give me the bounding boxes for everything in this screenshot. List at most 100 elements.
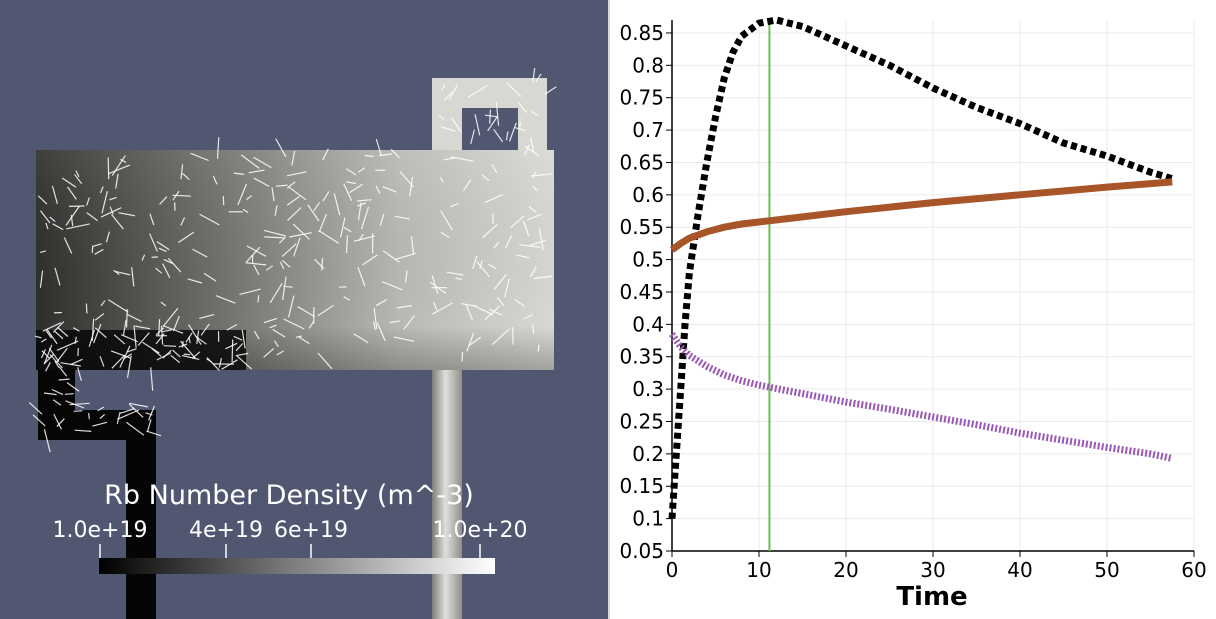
velocity-arrow <box>313 202 320 212</box>
velocity-arrow <box>231 339 234 363</box>
velocity-arrow <box>77 367 82 382</box>
velocity-arrow <box>94 313 105 321</box>
velocity-arrow <box>156 241 170 251</box>
velocity-arrow <box>63 237 73 254</box>
velocity-arrow <box>122 319 127 336</box>
velocity-arrow <box>242 208 249 214</box>
velocity-arrow <box>530 110 539 116</box>
velocity-arrow <box>187 278 203 284</box>
velocity-arrow <box>291 150 296 166</box>
x-axis-label: Time <box>896 582 967 612</box>
velocity-arrow <box>389 320 400 324</box>
line-chart-view[interactable]: 0.05 0.1 0.15 0.2 0.25 0.3 0.35 0.4 0.45 0.5 0.55 0… <box>610 0 1216 619</box>
velocity-arrow <box>150 367 154 391</box>
chart-series <box>668 16 1174 551</box>
y-tick-label: 0.65 <box>619 150 664 174</box>
velocity-arrow <box>162 307 179 327</box>
velocity-arrow <box>506 82 522 97</box>
velocity-arrow <box>113 334 126 345</box>
velocity-arrow <box>523 314 533 320</box>
velocity-arrow <box>484 193 504 203</box>
velocity-arrow <box>472 255 478 270</box>
velocity-arrow <box>396 305 412 309</box>
velocity-arrow <box>279 261 285 270</box>
velocity-arrow <box>353 235 375 242</box>
velocity-arrow <box>524 145 540 157</box>
velocity-arrow <box>357 167 366 173</box>
y-tick-label: 0.25 <box>619 409 664 433</box>
velocity-arrow <box>264 236 284 239</box>
velocity-arrow <box>206 357 220 372</box>
velocity-arrow <box>126 313 142 323</box>
velocity-arrow <box>292 223 310 240</box>
velocity-arrow <box>149 233 158 252</box>
velocity-arrow <box>131 267 135 287</box>
velocity-arrow <box>86 197 90 206</box>
velocity-arrow <box>281 243 297 258</box>
velocity-arrow <box>333 193 341 216</box>
velocity-arrow <box>185 332 193 343</box>
velocity-arrow <box>467 84 488 98</box>
velocity-arrow <box>373 321 376 330</box>
velocity-arrow <box>455 277 463 281</box>
geometry-render[interactable]: Rb Number Density (m^-3) 1.0e+19 4e+19 6… <box>0 0 608 619</box>
velocity-arrow <box>48 347 60 363</box>
velocity-arrow <box>56 347 68 363</box>
velocity-arrow <box>100 300 106 307</box>
velocity-arrow <box>317 304 334 317</box>
velocity-arrow <box>190 152 209 162</box>
velocity-arrow <box>61 177 77 188</box>
velocity-arrow <box>180 217 186 226</box>
velocity-arrow <box>405 270 408 283</box>
pane-divider[interactable] <box>608 0 610 619</box>
velocity-arrow <box>282 276 287 301</box>
velocity-arrow <box>235 352 249 357</box>
colorbar: Rb Number Density (m^-3) 1.0e+19 4e+19 6… <box>53 480 528 574</box>
velocity-arrow <box>523 220 530 237</box>
velocity-arrow <box>505 131 509 141</box>
velocity-arrow <box>167 257 182 273</box>
velocity-arrow <box>49 216 56 223</box>
inlet-pipe <box>126 420 156 619</box>
colorbar-label: 1.0e+20 <box>433 518 528 543</box>
velocity-arrow <box>182 341 184 348</box>
velocity-arrow <box>495 102 500 126</box>
velocity-arrow <box>476 261 490 277</box>
velocity-arrow <box>248 169 265 174</box>
velocity-arrow <box>203 272 217 282</box>
velocity-arrow <box>297 306 316 318</box>
velocity-arrow <box>504 278 510 298</box>
velocity-arrow <box>92 421 108 427</box>
velocity-arrow <box>196 330 200 344</box>
y-tick-label: 0.05 <box>619 539 664 563</box>
velocity-arrow <box>86 212 98 222</box>
velocity-arrow <box>265 265 274 271</box>
velocity-arrow <box>52 223 64 231</box>
velocity-arrow <box>318 213 327 233</box>
velocity-arrow <box>409 176 414 197</box>
velocity-arrow <box>410 236 415 254</box>
velocity-arrow <box>236 355 253 370</box>
velocity-arrow <box>379 214 385 226</box>
velocity-arrow <box>487 263 497 270</box>
velocity-arrow <box>317 352 333 370</box>
velocity-arrow <box>529 266 538 278</box>
velocity-arrow <box>206 358 213 363</box>
velocity-arrow <box>275 138 287 158</box>
velocity-arrow <box>67 186 77 200</box>
velocity-arrow <box>145 412 153 416</box>
velocity-arrow <box>286 171 307 177</box>
velocity-arrow <box>288 295 295 318</box>
velocity-arrow <box>226 323 238 331</box>
velocity-arrow <box>381 281 403 291</box>
series-line-1 <box>669 178 1173 253</box>
velocity-arrow <box>448 84 458 101</box>
velocity-arrow <box>532 171 537 179</box>
velocity-arrow <box>433 302 438 311</box>
velocity-arrow <box>41 350 50 359</box>
render-view[interactable]: Rb Number Density (m^-3) 1.0e+19 4e+19 6… <box>0 0 608 619</box>
velocity-arrow <box>526 213 542 221</box>
x-tick-label: 40 <box>1007 558 1032 582</box>
y-tick-label: 0.5 <box>632 248 664 272</box>
velocity-arrow <box>72 327 80 332</box>
